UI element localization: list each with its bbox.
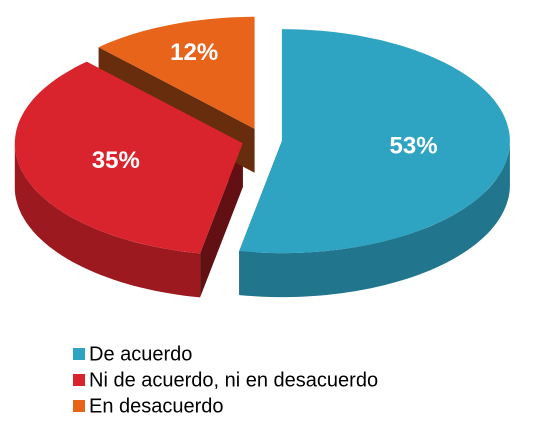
slice [14, 61, 243, 254]
legend-swatch [73, 374, 85, 386]
legend-label: Ni de acuerdo, ni en desacuerdo [89, 369, 378, 391]
value-label: 35% [92, 147, 140, 174]
slice [98, 16, 255, 129]
legend-swatch [73, 400, 85, 412]
slice-wall [14, 143, 201, 298]
legend-swatch [73, 348, 85, 360]
slice-side [200, 143, 243, 298]
legend-label: De acuerdo [89, 343, 192, 365]
legend-label: En desacuerdo [89, 395, 224, 417]
value-label: 53% [390, 133, 438, 160]
slice [239, 29, 510, 254]
value-label: 12% [170, 39, 218, 66]
slice-wall [239, 141, 510, 298]
